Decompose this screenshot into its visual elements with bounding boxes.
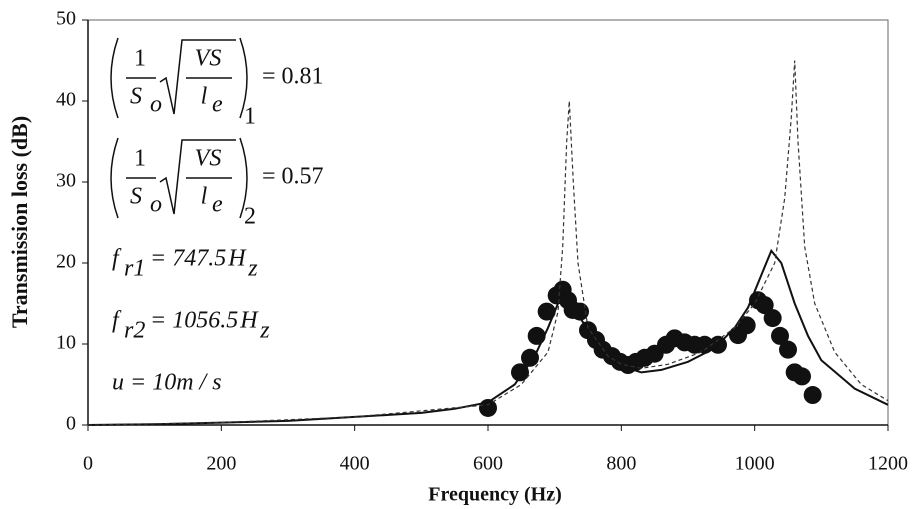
x-tick-label: 400 <box>340 453 370 475</box>
y-axis-label: Transmission loss (dB) <box>7 116 32 328</box>
y-tick-label: 50 <box>56 8 76 30</box>
data-point <box>695 335 714 354</box>
x-tick-label: 600 <box>473 453 503 475</box>
symbol: f <box>112 308 122 334</box>
series-line <box>87 248 889 426</box>
data-point <box>521 348 539 367</box>
paren <box>239 137 248 219</box>
radicand-bottom-sub: e <box>212 192 223 218</box>
x-tick-label: 200 <box>206 453 236 475</box>
radical <box>159 139 236 215</box>
radicand-bottom: l <box>201 84 208 110</box>
data-point <box>537 302 556 321</box>
data-point <box>793 367 811 386</box>
annotation-value: = 0.81 <box>262 64 324 90</box>
group-subscript: 1 <box>244 104 256 130</box>
paren <box>239 37 248 119</box>
unit: H <box>227 246 247 272</box>
x-tick-label: 800 <box>606 453 636 475</box>
annotation: u = 10m / s <box>112 370 222 396</box>
series-line <box>87 60 889 426</box>
radicand-top: VS <box>195 146 222 172</box>
y-tick-label: 0 <box>66 413 76 435</box>
paren <box>110 137 119 219</box>
data-point <box>771 326 789 345</box>
data-point <box>755 296 774 315</box>
fraction-denominator: S <box>130 84 142 110</box>
unit-sub: z <box>259 318 270 344</box>
fraction-denominator-sub: o <box>150 92 162 118</box>
symbol: f <box>112 246 122 272</box>
radicand-bottom-sub: e <box>212 92 223 118</box>
annotation-value: = 747.5 <box>150 246 226 272</box>
annotation-value: = 0.57 <box>262 164 324 190</box>
x-tick-label: 0 <box>83 453 93 475</box>
paren <box>110 37 119 119</box>
data-point <box>803 386 822 405</box>
y-tick-label: 10 <box>56 332 76 354</box>
plot-frame <box>87 19 889 426</box>
group-subscript: 2 <box>244 204 256 230</box>
symbol-sub: r2 <box>124 318 145 344</box>
radical <box>159 39 236 115</box>
data-point <box>527 326 546 345</box>
fraction-denominator-sub: o <box>150 192 162 218</box>
unit-sub: z <box>247 256 258 282</box>
symbol-sub: r1 <box>124 256 145 282</box>
annotation-value: = 1056.5 <box>150 308 238 334</box>
x-tick-label: 1200 <box>868 453 908 475</box>
unit: H <box>239 308 259 334</box>
radicand-top: VS <box>195 46 222 72</box>
y-tick-label: 30 <box>56 170 76 192</box>
y-tick-label: 20 <box>56 251 76 273</box>
radicand-bottom: l <box>201 184 208 210</box>
fraction-numerator: 1 <box>134 46 146 72</box>
fraction-numerator: 1 <box>134 146 146 172</box>
x-axis-label: Frequency (Hz) <box>428 484 562 506</box>
data-point <box>779 340 797 359</box>
data-point <box>511 363 529 382</box>
data-point <box>737 316 756 335</box>
data-point <box>763 309 782 328</box>
x-tick-label: 1000 <box>735 453 775 475</box>
fraction-denominator: S <box>130 184 142 210</box>
y-tick-label: 40 <box>56 89 76 111</box>
